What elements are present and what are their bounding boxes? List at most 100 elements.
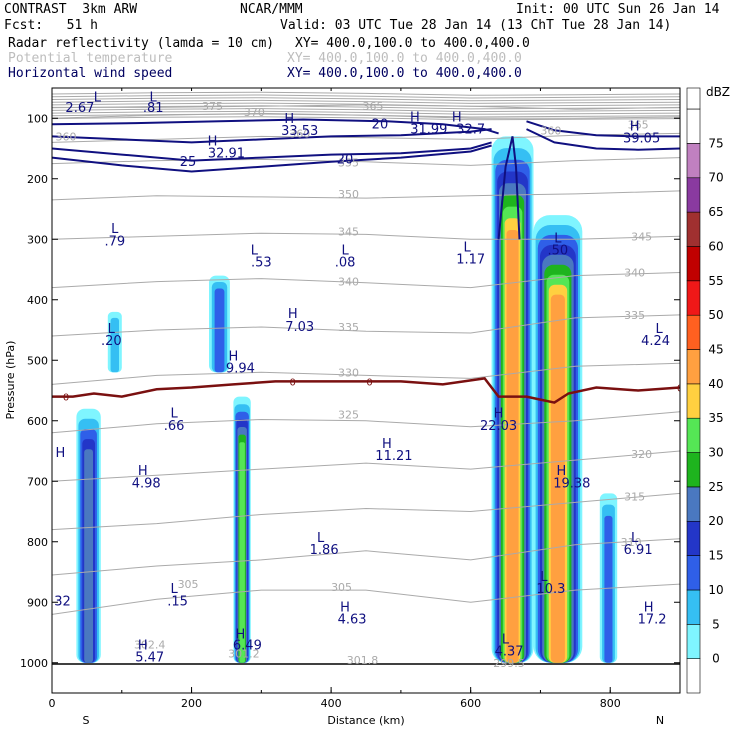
wind-contour-1 xyxy=(52,141,492,162)
colorbar-swatch xyxy=(686,108,701,144)
colorbar-swatch xyxy=(686,349,701,385)
wind-max-marker: H xyxy=(208,134,218,149)
colorbar-level-label: 10 xyxy=(708,583,723,597)
wind-extremum-value: 5.47 xyxy=(135,651,164,666)
freezing-level-label: 0 xyxy=(366,377,372,388)
wind-min-marker: L xyxy=(317,531,325,546)
wind-max-marker: H xyxy=(284,112,294,127)
theta-contour-310 xyxy=(52,538,680,576)
colorbar-level-label: 35 xyxy=(708,411,723,425)
theta-label: 360 xyxy=(540,124,561,137)
colorbar-cap xyxy=(686,87,701,110)
wind-layer xyxy=(52,118,680,240)
wind-extremum-value: 4.98 xyxy=(132,476,161,491)
theta-label: 301.8 xyxy=(347,654,379,667)
wind-max-marker: H xyxy=(556,464,566,479)
colorbar-level-label: 55 xyxy=(708,274,723,288)
colorbar-level-label: 70 xyxy=(708,171,723,185)
wind-extremum-value: 32.7 xyxy=(456,122,485,137)
colorbar-swatch xyxy=(686,383,701,419)
freezing-level-label: 0 xyxy=(677,384,683,395)
wind-extremum-value: 1.17 xyxy=(456,252,485,267)
wind-min-marker: L xyxy=(554,231,562,246)
wind-extremum-value: 6.49 xyxy=(233,638,262,653)
theta-contour-320 xyxy=(52,450,680,482)
wind-extremum-value: .66 xyxy=(164,419,185,434)
colorbar-swatch xyxy=(686,314,701,350)
contour-labels: 375 370 365 360 360 360 365 355 350 345 340 335 330 3… xyxy=(54,90,670,669)
y-tick-label: 600 xyxy=(27,415,48,428)
theta-label: 360 xyxy=(55,130,76,143)
y-tick-label: 900 xyxy=(27,596,48,609)
theta-label: 340 xyxy=(338,276,359,289)
freezing-level-line xyxy=(52,377,680,404)
theta-label: 302.4 xyxy=(134,639,166,652)
wind-contour-4 xyxy=(526,128,680,151)
theta-label: 355 xyxy=(338,156,359,169)
wind-extremum-value: 6.91 xyxy=(624,543,653,558)
init-time: Init: 00 UTC Sun 26 Jan 14 xyxy=(516,2,720,17)
wind-contour-column xyxy=(497,136,521,240)
colorbar-swatch xyxy=(686,452,701,488)
y-tick-label: 800 xyxy=(27,536,48,549)
colorbar-level-label: 65 xyxy=(708,205,723,219)
wind-max-marker: H xyxy=(382,437,392,452)
theta-label: 305 xyxy=(331,581,352,594)
x-axis-right-end: N xyxy=(656,714,664,727)
theta-label: 340 xyxy=(624,267,645,280)
wind-extremum-value: 11.21 xyxy=(375,449,412,464)
reflectivity-band-3-15 xyxy=(214,288,225,373)
wind-min-marker: L xyxy=(502,632,510,647)
wind-max-marker: H xyxy=(229,349,239,364)
wind-max-marker: H xyxy=(452,110,462,125)
theta-contour-360 xyxy=(52,132,680,143)
theta-contour-upper-2 xyxy=(52,97,680,102)
wind-extremum-value: .20 xyxy=(101,334,122,349)
colorbar-swatch xyxy=(686,486,701,522)
theta-layer xyxy=(52,91,680,615)
reflectivity-band-2-10 xyxy=(110,317,119,373)
colorbar-level-label: 75 xyxy=(708,136,723,150)
wind-extremum-value: 9.94 xyxy=(226,361,255,376)
y-tick-label: 1000 xyxy=(20,657,48,670)
forecast-hour: Fcst: 51 h xyxy=(4,18,98,33)
wind-max-marker: H xyxy=(55,446,65,461)
wind-contour-label: 25 xyxy=(180,155,197,170)
wind-contour-5 xyxy=(526,120,680,138)
colorbar-swatch xyxy=(686,246,701,282)
theta-label: 330 xyxy=(338,366,359,379)
reflectivity-band-6-15 xyxy=(604,515,613,663)
theta-label: 345 xyxy=(631,230,652,243)
freezing-level-label: 0 xyxy=(63,393,69,404)
colorbar-swatch xyxy=(686,417,701,453)
wind-contour-label: 20 xyxy=(337,152,354,167)
theta-contour-upper-5 xyxy=(52,105,680,110)
theta-label: 335 xyxy=(338,321,359,334)
y-tick-label: 500 xyxy=(27,354,48,367)
wind-max-marker: H xyxy=(138,464,148,479)
wind-min-marker: L xyxy=(464,240,472,255)
wind-min-marker: L xyxy=(170,582,178,597)
theta-label: 315 xyxy=(624,490,645,503)
theta-contour-upper-7 xyxy=(52,110,680,115)
field-reflectivity-xy: XY= 400.0,100.0 to 400.0,400.0 xyxy=(295,36,530,51)
theta-label: 335 xyxy=(624,309,645,322)
theta-label: 320 xyxy=(631,448,652,461)
theta-label: 345 xyxy=(338,225,359,238)
theta-contour-330 xyxy=(52,362,680,385)
colorbar-level-label: 5 xyxy=(712,617,720,631)
colorbar-swatch xyxy=(686,211,701,247)
theta-contour-upper-9 xyxy=(52,116,680,121)
theta-contour-345 xyxy=(52,232,680,240)
wind-extremum-value: .15 xyxy=(167,594,188,609)
organization: NCAR/MMM xyxy=(240,2,303,17)
plot-frame xyxy=(51,87,681,694)
model-title: CONTRAST 3km ARW xyxy=(4,2,138,17)
theta-contour-upper-6 xyxy=(52,108,680,113)
wind-extremum-value: .08 xyxy=(335,255,356,270)
colorbar: 0 5 10 15 20 25 30 35 40 45 50 55 60 65 70 75 dBZ xyxy=(686,85,730,694)
theta-contour-upper-3 xyxy=(52,99,680,104)
x-tick-label: 400 xyxy=(321,697,342,710)
